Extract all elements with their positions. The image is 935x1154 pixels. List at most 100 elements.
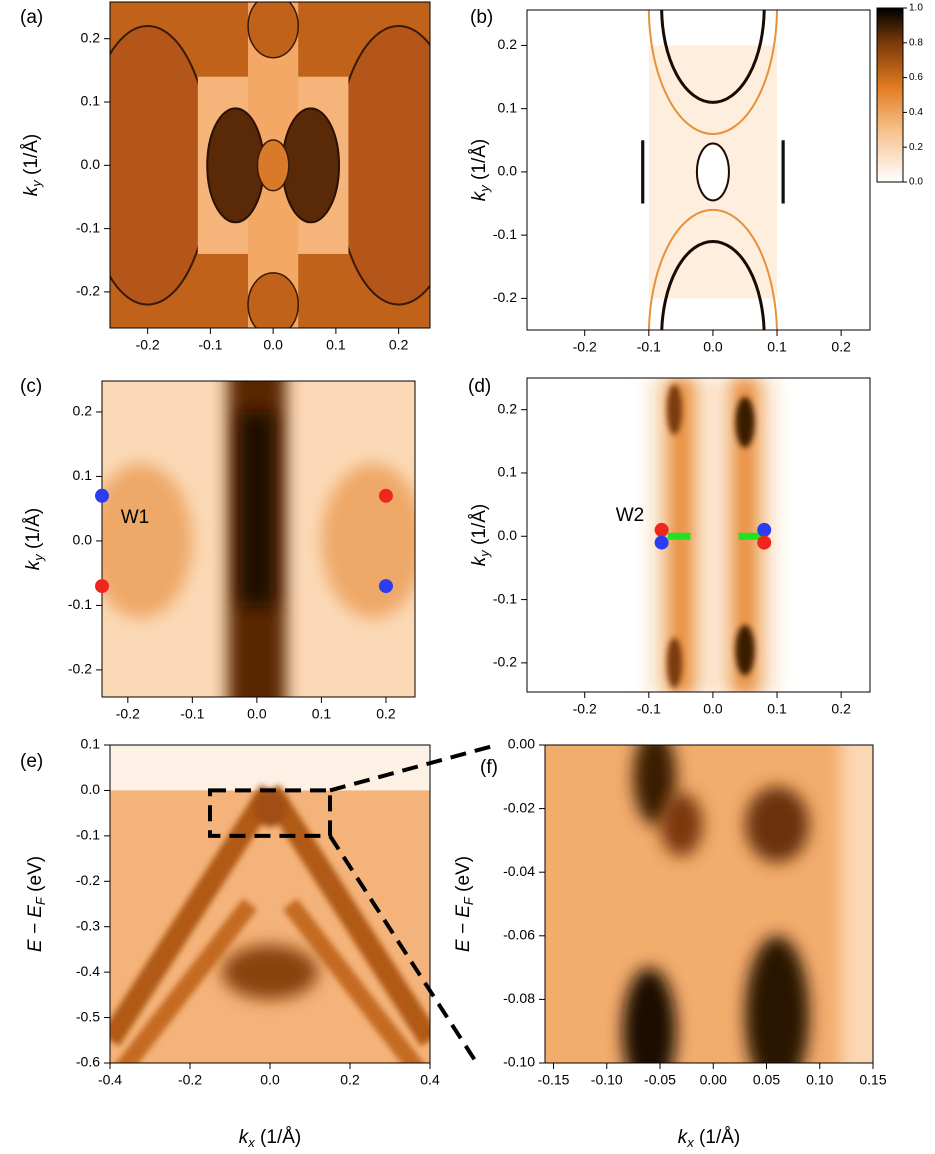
heatmap — [102, 381, 415, 697]
x-tick-label: 0.00 — [700, 1072, 727, 1088]
plot-frame — [101, 380, 416, 698]
x-tick-label: 0.10 — [806, 1072, 833, 1088]
marker-dot — [95, 488, 109, 503]
y-tick-label: 0.0 — [498, 527, 518, 543]
x-tick-label: 0.2 — [340, 1072, 360, 1088]
y-tick-label: -0.2 — [76, 283, 100, 299]
axis-label-unit: (1/Å) — [694, 1127, 740, 1148]
x-tick-label: 0.0 — [247, 706, 267, 722]
axis-label-sub: x — [247, 1135, 255, 1150]
x-tick-label: -0.15 — [538, 1072, 570, 1088]
axis-label: kx (1/Å) — [239, 1127, 301, 1150]
y-tick-label: 0.0 — [81, 781, 101, 797]
x-tick-label: -0.10 — [591, 1072, 623, 1088]
panel-label: (c) — [20, 376, 42, 397]
marker-dot — [757, 522, 772, 537]
panel-label: (a) — [20, 7, 43, 28]
x-tick-label: 0.0 — [260, 1072, 280, 1088]
y-tick-label: 0.1 — [81, 736, 101, 752]
zoom-region — [208, 788, 332, 838]
heatmap — [110, 2, 430, 328]
axis-label-unit: (1/Å) — [469, 139, 490, 185]
axis-label-unit: (1/Å) — [255, 1127, 301, 1148]
axis-label-sub: F — [33, 896, 48, 905]
x-tick-label: -0.1 — [637, 701, 661, 717]
x-tick-label: -0.4 — [98, 1072, 122, 1088]
x-tick-label: 0.1 — [767, 701, 787, 717]
y-tick-label: -0.1 — [68, 596, 92, 612]
axis-label-sub: y — [477, 549, 492, 558]
y-tick-label: 0.0 — [498, 163, 518, 179]
y-tick-label: -0.2 — [493, 289, 517, 305]
axis-label: E − EF (eV) — [25, 856, 48, 952]
y-tick-label: -0.10 — [503, 1054, 535, 1070]
x-tick-label: -0.2 — [136, 337, 160, 353]
x-tick-label: 0.0 — [263, 337, 283, 353]
colorbar — [876, 7, 904, 183]
marker-dot — [378, 488, 393, 503]
x-tick-label: 0.1 — [767, 339, 787, 355]
axis-label: ky (1/Å) — [469, 504, 492, 566]
heatmap — [527, 378, 870, 692]
x-tick-label: 0.2 — [831, 339, 851, 355]
x-tick-label: 0.2 — [831, 701, 851, 717]
y-tick-label: 0.0 — [81, 156, 101, 172]
x-tick-label: -0.1 — [198, 337, 222, 353]
marker-dot — [757, 535, 772, 550]
axis-label-unit: (eV) — [453, 856, 474, 897]
y-tick-label: -0.2 — [68, 661, 92, 677]
marker-dot — [654, 535, 669, 550]
axis-label-main: k — [469, 555, 490, 566]
heatmap — [110, 745, 430, 1063]
axis-label-main: k — [23, 559, 44, 570]
axis-label-main: k — [469, 190, 490, 201]
colorbar-tick-label: 0.2 — [909, 142, 923, 153]
y-tick-label: -0.1 — [76, 219, 100, 235]
y-tick-label: 0.1 — [498, 464, 518, 480]
axis-label-main: k — [21, 185, 42, 196]
plot-frame — [526, 9, 871, 331]
y-tick-label: 0.1 — [498, 99, 518, 115]
x-tick-label: -0.2 — [573, 339, 597, 355]
colorbar-tick-label: 0.6 — [909, 72, 923, 83]
x-tick-label: -0.2 — [178, 1072, 202, 1088]
axis-label: E − EF (eV) — [453, 856, 476, 952]
x-tick-label: 0.05 — [753, 1072, 780, 1088]
axis-label-main: k — [239, 1127, 250, 1148]
plot-frame — [526, 377, 871, 693]
colorbar-tick-label: 0.8 — [909, 37, 923, 48]
panel-label: (d) — [468, 376, 491, 397]
y-tick-label: 0.2 — [498, 36, 518, 52]
x-tick-label: 0.4 — [420, 1072, 440, 1088]
y-tick-label: -0.4 — [76, 963, 100, 979]
x-tick-label: -0.1 — [637, 339, 661, 355]
colorbar-tick-label: 0.4 — [909, 107, 923, 118]
y-tick-label: -0.1 — [76, 827, 100, 843]
y-tick-label: -0.5 — [76, 1008, 100, 1024]
x-tick-label: 0.1 — [326, 337, 346, 353]
x-tick-label: 0.1 — [312, 706, 332, 722]
marker-dot — [654, 522, 669, 537]
axis-label-sub: F — [461, 896, 476, 905]
annotation: W1 — [121, 507, 150, 528]
y-tick-label: 0.2 — [81, 29, 101, 45]
y-tick-label: 0.0 — [73, 532, 93, 548]
x-tick-label: -0.05 — [644, 1072, 676, 1088]
annotation: W2 — [616, 505, 645, 526]
x-tick-label: 0.2 — [376, 706, 396, 722]
marker-dot — [378, 579, 393, 594]
y-tick-label: -0.02 — [503, 799, 535, 815]
y-tick-label: -0.2 — [76, 872, 100, 888]
y-tick-label: 0.00 — [508, 736, 535, 752]
panel-label: (f) — [480, 757, 498, 778]
axis-label-main: E − E — [25, 905, 46, 952]
axis-label-unit: (1/Å) — [23, 508, 44, 554]
axis-label-sub: y — [477, 184, 492, 193]
axis-label-main: E − E — [453, 905, 474, 952]
axis-label: ky (1/Å) — [21, 134, 44, 196]
y-tick-label: 0.1 — [81, 93, 101, 109]
y-tick-label: -0.6 — [76, 1054, 100, 1070]
x-tick-label: 0.15 — [859, 1072, 886, 1088]
y-tick-label: -0.04 — [503, 863, 535, 879]
